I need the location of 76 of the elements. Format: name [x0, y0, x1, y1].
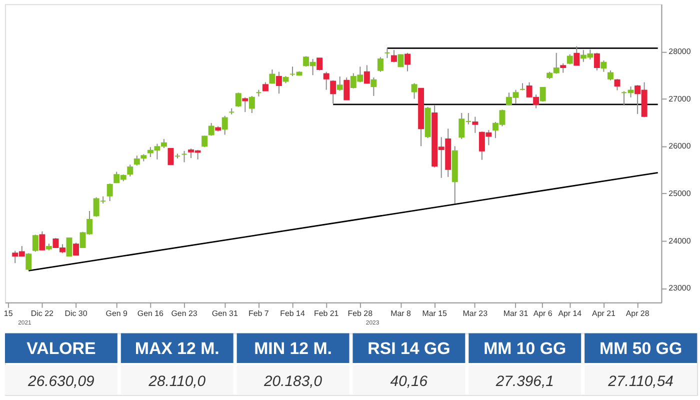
candlestick	[411, 82, 418, 100]
candlestick	[39, 230, 46, 251]
candlestick	[330, 80, 336, 104]
candlestick	[106, 183, 113, 202]
x-tick-label: Feb 21	[314, 308, 340, 318]
candlestick	[248, 95, 255, 114]
candlestick	[134, 155, 140, 166]
y-tick-label: 23000	[668, 284, 692, 293]
candlestick	[32, 234, 38, 252]
candlestick	[181, 150, 188, 163]
category-label: MM 50 GG	[600, 339, 682, 358]
y-tick-label: 25000	[668, 188, 692, 198]
candlestick	[323, 71, 330, 90]
x-tick-label: Gen 31	[212, 308, 238, 318]
candlestick	[594, 52, 600, 71]
y-tick-label: 24000	[668, 236, 692, 246]
candlestick	[73, 242, 79, 256]
candlestick	[391, 50, 397, 63]
x-tick-label: 15	[4, 308, 14, 318]
x-tick-label: Apr 21	[592, 308, 616, 318]
candlestick	[607, 70, 614, 81]
candlestick	[370, 77, 377, 96]
category-label: VALORE	[26, 339, 96, 358]
candlestick	[344, 77, 350, 100]
candlestick	[364, 64, 370, 84]
candlestick	[614, 78, 620, 91]
y-tick-label: 28000	[668, 46, 692, 56]
text: 27.110,54	[608, 374, 674, 390]
candlestick	[168, 148, 174, 166]
x-tick-label: Gen 16	[137, 308, 164, 318]
text: 26.630,09	[28, 374, 94, 390]
category-label: MAX 12 M.	[134, 339, 220, 358]
x-tick-label: Apr 14	[558, 308, 582, 318]
category-label: MIN 12 M.	[254, 339, 332, 358]
x-tick-label: Apr 6	[533, 308, 553, 318]
candlestick	[222, 115, 228, 136]
x-tick-label: Feb 14	[280, 308, 306, 318]
candlestick	[66, 238, 72, 257]
text: 40,16	[390, 374, 428, 390]
x-tick-label: Mar 15	[422, 308, 448, 318]
text: 27.396,1	[496, 374, 554, 390]
x-tick-label: Gen 23	[171, 308, 198, 318]
candlestick	[574, 46, 580, 66]
x-tick-label: Feb 28	[348, 308, 374, 318]
x-tick-label: Mar 8	[390, 308, 412, 318]
candlestick	[242, 96, 248, 113]
x-tick-label: Dic 22	[30, 308, 54, 318]
x-tick-label: Gen 9	[106, 308, 128, 318]
candlestick	[276, 71, 282, 94]
category-label: MM 10 GG	[484, 339, 566, 358]
y-tick-label: 27000	[668, 94, 692, 104]
candlestick	[560, 62, 566, 74]
candlestick	[404, 52, 410, 72]
candlestick	[235, 92, 242, 108]
candlestick	[208, 122, 214, 136]
candlestick	[316, 58, 323, 71]
candlestick	[540, 86, 546, 102]
x-tick-label: Mar 31	[503, 308, 529, 318]
text: 28.110,0	[148, 374, 206, 390]
x-tick-label: Mar 23	[462, 308, 488, 318]
x-tick-label: Apr 28	[626, 308, 650, 318]
candlestick	[26, 252, 32, 272]
candlestick	[202, 135, 208, 148]
x-tick-label: Feb 7	[248, 308, 270, 318]
y-tick-label: 26000	[668, 142, 692, 151]
candlestick	[336, 76, 343, 92]
candlestick	[520, 82, 526, 91]
candlestick	[269, 68, 276, 84]
category-label: RSI 14 GG	[368, 339, 450, 358]
candlestick	[377, 56, 384, 72]
x-tick-label: Dic 30	[64, 308, 88, 318]
candlestick	[472, 116, 478, 134]
candlestick	[384, 48, 390, 59]
candlestick	[600, 60, 607, 72]
text: 20.183,0	[264, 374, 322, 390]
candlestick	[127, 164, 134, 177]
